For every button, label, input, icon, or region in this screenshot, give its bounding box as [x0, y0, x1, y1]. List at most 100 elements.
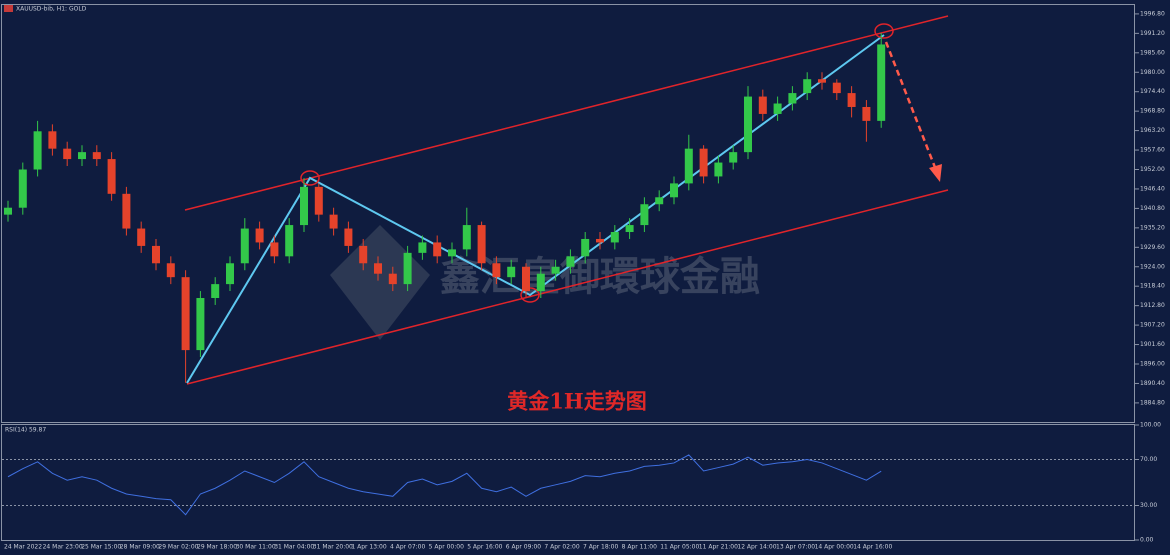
candle-body [448, 249, 456, 257]
candle-body [640, 204, 649, 226]
y-tick-label: 1991.20 [1140, 30, 1165, 37]
y-tick-label: 1929.60 [1140, 244, 1165, 251]
candle-body [492, 263, 501, 278]
x-tick-label: 25 Mar 15:00 [81, 544, 121, 551]
candle-body [314, 186, 323, 215]
x-tick-label: 8 Apr 11:00 [622, 544, 657, 551]
candle-body [270, 242, 279, 257]
candle-body [211, 284, 220, 299]
candle-body [507, 266, 516, 278]
candle-body [329, 214, 338, 229]
candle-body [596, 238, 604, 243]
candle-body [803, 79, 812, 94]
candle-body [610, 232, 619, 243]
x-tick-label: 31 Mar 04:00 [274, 544, 314, 551]
candle-body [832, 82, 841, 94]
candle-body [788, 93, 797, 104]
candle-body [862, 106, 871, 121]
x-tick-label: 29 Mar 02:00 [158, 544, 198, 551]
arrow-head [929, 164, 942, 182]
candle-body [625, 225, 634, 233]
candle-body [477, 225, 486, 264]
candle-body [699, 148, 708, 177]
x-tick-label: 11 Apr 21:00 [699, 544, 738, 551]
x-tick-label: 6 Apr 09:00 [506, 544, 541, 551]
x-tick-label: 30 Mar 11:00 [236, 544, 276, 551]
candle-body [877, 44, 886, 121]
x-tick-label: 31 Mar 20:00 [313, 544, 353, 551]
x-tick-label: 7 Apr 18:00 [583, 544, 618, 551]
x-tick-label: 13 Apr 07:00 [776, 544, 815, 551]
y-tick-label: 1957.60 [1140, 147, 1165, 154]
x-tick-label: 12 Apr 14:00 [737, 544, 776, 551]
candle-body [536, 273, 545, 292]
candle-body [166, 263, 175, 278]
candle-body [433, 242, 442, 257]
y-tick-label: 1980.00 [1140, 69, 1165, 76]
candle-body [773, 103, 782, 114]
y-tick-label: 1968.80 [1140, 108, 1165, 115]
channel-lower [186, 189, 949, 385]
candle-body [818, 79, 826, 83]
y-tick-label: 1884.80 [1140, 399, 1165, 406]
candle-body [684, 148, 693, 184]
candle-body [374, 263, 382, 274]
candle-body [18, 169, 27, 208]
y-tick-label: 1963.20 [1140, 127, 1165, 134]
candle-body [670, 183, 678, 198]
candle-body [729, 152, 738, 163]
candle-body [758, 96, 767, 114]
x-tick-label: 28 Mar 09:00 [120, 544, 160, 551]
candle-body [655, 197, 664, 205]
x-tick-label: 1 Apr 13:00 [351, 544, 386, 551]
y-tick-label: 1946.40 [1140, 185, 1165, 192]
y-tick-label: 1918.40 [1140, 283, 1165, 290]
candle-body [285, 225, 294, 257]
candle-body [344, 228, 353, 246]
candle-body [462, 225, 471, 250]
y-tick-label: 1985.60 [1140, 49, 1165, 56]
x-tick-label: 5 Apr 16:00 [467, 544, 502, 551]
x-tick-label: 5 Apr 00:00 [429, 544, 464, 551]
y-tick-label: 1940.80 [1140, 205, 1165, 212]
x-tick-label: 29 Mar 18:00 [197, 544, 237, 551]
y-tick-label: 30.00 [1140, 502, 1157, 509]
pivot-circle [874, 23, 894, 39]
y-tick-label: 1896.00 [1140, 360, 1165, 367]
main-frame [1, 4, 1135, 423]
candle-body [403, 252, 412, 285]
candle-body [744, 96, 752, 153]
candle-body [388, 273, 397, 285]
candle-body [48, 131, 57, 149]
channel-upper [184, 15, 949, 211]
y-tick-label: 1901.60 [1140, 341, 1165, 348]
x-tick-label: 4 Apr 07:00 [390, 544, 425, 551]
y-tick-label: 0.00 [1140, 537, 1154, 544]
candle-body [63, 148, 72, 160]
y-tick-label: 1952.00 [1140, 166, 1165, 173]
forecast-arrow [884, 41, 938, 171]
candle-body [137, 228, 146, 246]
candle-body [551, 266, 560, 274]
rsi-title: RSI(14) 59.87 [5, 427, 46, 434]
candle-body [714, 162, 723, 177]
y-tick-label: 1924.00 [1140, 263, 1165, 270]
candle-body [566, 256, 575, 267]
x-tick-label: 14 Apr 00:00 [815, 544, 854, 551]
x-tick-label: 24 Mar 23:00 [43, 544, 83, 551]
y-tick-label: 100.00 [1140, 422, 1161, 429]
candle-body [152, 245, 160, 264]
x-tick-label: 24 Mar 2022 [4, 544, 42, 551]
candle-body [240, 228, 249, 264]
y-tick-label: 1890.40 [1140, 380, 1165, 387]
x-tick-label: 7 Apr 02:00 [544, 544, 579, 551]
candle-body [226, 263, 234, 285]
candle-body [300, 186, 308, 226]
symbol-icon [4, 5, 13, 12]
y-tick-label: 70.00 [1140, 456, 1157, 463]
y-tick-label: 1907.20 [1140, 322, 1165, 329]
candle-body [181, 277, 190, 351]
candle-body [359, 245, 368, 264]
